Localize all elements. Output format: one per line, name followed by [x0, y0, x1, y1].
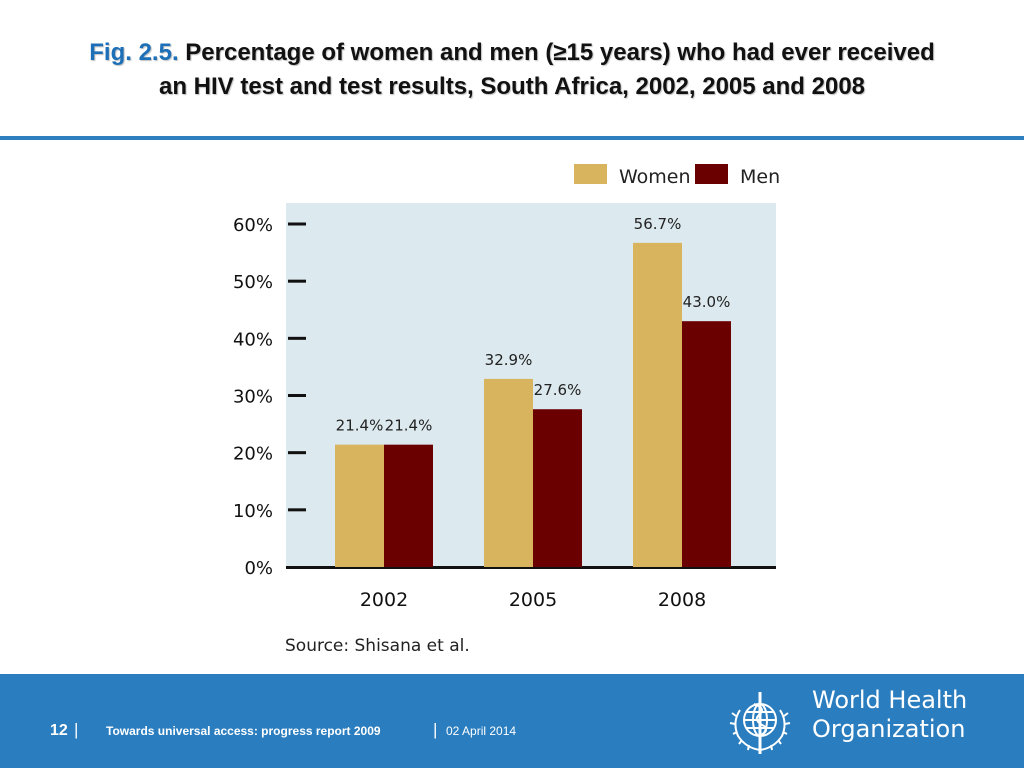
y-tick-label: 10% [233, 501, 273, 522]
org-name-line-2: Organization [812, 715, 966, 743]
data-label: 56.7% [634, 215, 682, 233]
y-tick-mark [288, 508, 306, 512]
legend-swatch-women [574, 164, 607, 184]
legend-label: Women [619, 166, 691, 188]
y-tick-mark [288, 451, 306, 455]
y-tick-mark [288, 336, 306, 340]
bar-chart: 0%10%20%30%40%50%60%21.4% 21.4%200232.9%2… [233, 164, 780, 656]
y-tick-label: 40% [233, 329, 273, 350]
bar-men-2008 [682, 321, 731, 567]
x-tick-label: 2002 [360, 589, 408, 611]
page-number: 12 [50, 722, 68, 739]
slide-title: Fig. 2.5. Percentage of women and men (≥… [0, 36, 1024, 104]
source-note: Source: Shisana et al. [285, 636, 470, 656]
footer-separator: | [74, 720, 79, 739]
y-tick-label: 20% [233, 444, 273, 465]
legend-swatch-men [695, 164, 728, 184]
who-emblem-icon [729, 692, 791, 754]
who-name: World Health Organization [812, 686, 967, 744]
data-label: 43.0% [683, 293, 731, 311]
y-tick-mark [288, 279, 306, 283]
footer-bar: 12 | Towards universal access: progress … [0, 674, 1024, 768]
bar-women-2008 [633, 242, 682, 568]
x-axis-line [286, 566, 776, 569]
footer-date: 02 April 2014 [446, 724, 517, 738]
footer-separator: | [433, 720, 438, 739]
data-label: 27.6% [534, 381, 582, 399]
title-line-1: Fig. 2.5. Percentage of women and men (≥… [0, 36, 1024, 70]
title-text-1: Percentage of women and men (≥15 years) … [185, 39, 935, 66]
y-tick-label: 30% [233, 387, 273, 408]
data-label: 32.9% [485, 351, 533, 369]
data-label: 21.4% [336, 417, 384, 435]
org-name-line-1: World Health [812, 686, 968, 714]
title-line-2: an HIV test and test results, South Afri… [158, 73, 866, 100]
data-label: 21.4% [385, 417, 433, 435]
y-tick-label: 60% [233, 215, 273, 236]
x-tick-label: 2005 [509, 589, 557, 611]
figure-label: Fig. 2.5. [89, 39, 179, 66]
report-title: Towards universal access: progress repor… [106, 724, 381, 738]
y-tick-mark [288, 394, 306, 397]
y-tick-label: 50% [233, 272, 273, 293]
bar-men-2005 [533, 409, 582, 567]
x-tick-label: 2008 [658, 589, 706, 611]
y-tick-label: 0% [244, 558, 273, 579]
y-tick-mark [288, 222, 306, 226]
bar-men-2002 [384, 444, 433, 567]
title-divider [0, 136, 1024, 140]
bar-women-2005 [484, 378, 533, 567]
legend-label: Men [740, 166, 780, 188]
bar-women-2002 [335, 444, 384, 567]
